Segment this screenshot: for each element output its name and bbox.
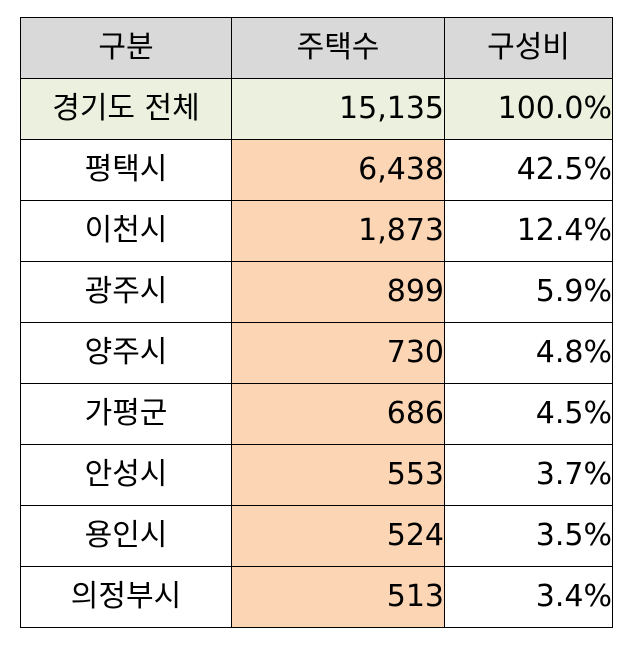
total-row: 경기도 전체 15,135 100.0%: [20, 78, 613, 140]
count-cell: 730: [231, 322, 445, 384]
total-ratio: 100.0%: [444, 78, 613, 140]
ratio-cell: 42.5%: [444, 139, 613, 201]
table-row: 평택시 6,438 42.5%: [20, 139, 613, 201]
count-cell: 553: [231, 444, 445, 506]
table-row: 이천시 1,873 12.4%: [20, 200, 613, 262]
header-region: 구분: [20, 17, 232, 79]
count-cell: 513: [231, 566, 445, 628]
table-row: 용인시 524 3.5%: [20, 505, 613, 567]
total-count: 15,135: [231, 78, 445, 140]
region-cell: 안성시: [20, 444, 232, 506]
region-cell: 평택시: [20, 139, 232, 201]
table-row: 가평군 686 4.5%: [20, 383, 613, 445]
table-row: 양주시 730 4.8%: [20, 322, 613, 384]
header-row: 구분 주택수 구성비: [20, 17, 613, 79]
count-cell: 1,873: [231, 200, 445, 262]
region-cell: 용인시: [20, 505, 232, 567]
region-cell: 가평군: [20, 383, 232, 445]
region-cell: 이천시: [20, 200, 232, 262]
ratio-cell: 3.4%: [444, 566, 613, 628]
table-row: 광주시 899 5.9%: [20, 261, 613, 323]
count-cell: 899: [231, 261, 445, 323]
header-ratio: 구성비: [444, 17, 613, 79]
region-cell: 의정부시: [20, 566, 232, 628]
housing-table: 구분 주택수 구성비 경기도 전체 15,135 100.0% 평택시 6,43…: [20, 17, 613, 628]
region-cell: 양주시: [20, 322, 232, 384]
table-row: 안성시 553 3.7%: [20, 444, 613, 506]
count-cell: 6,438: [231, 139, 445, 201]
ratio-cell: 12.4%: [444, 200, 613, 262]
ratio-cell: 3.5%: [444, 505, 613, 567]
ratio-cell: 3.7%: [444, 444, 613, 506]
region-cell: 광주시: [20, 261, 232, 323]
ratio-cell: 4.8%: [444, 322, 613, 384]
count-cell: 686: [231, 383, 445, 445]
count-cell: 524: [231, 505, 445, 567]
total-region: 경기도 전체: [20, 78, 232, 140]
ratio-cell: 5.9%: [444, 261, 613, 323]
table-row: 의정부시 513 3.4%: [20, 566, 613, 628]
ratio-cell: 4.5%: [444, 383, 613, 445]
header-count: 주택수: [231, 17, 445, 79]
